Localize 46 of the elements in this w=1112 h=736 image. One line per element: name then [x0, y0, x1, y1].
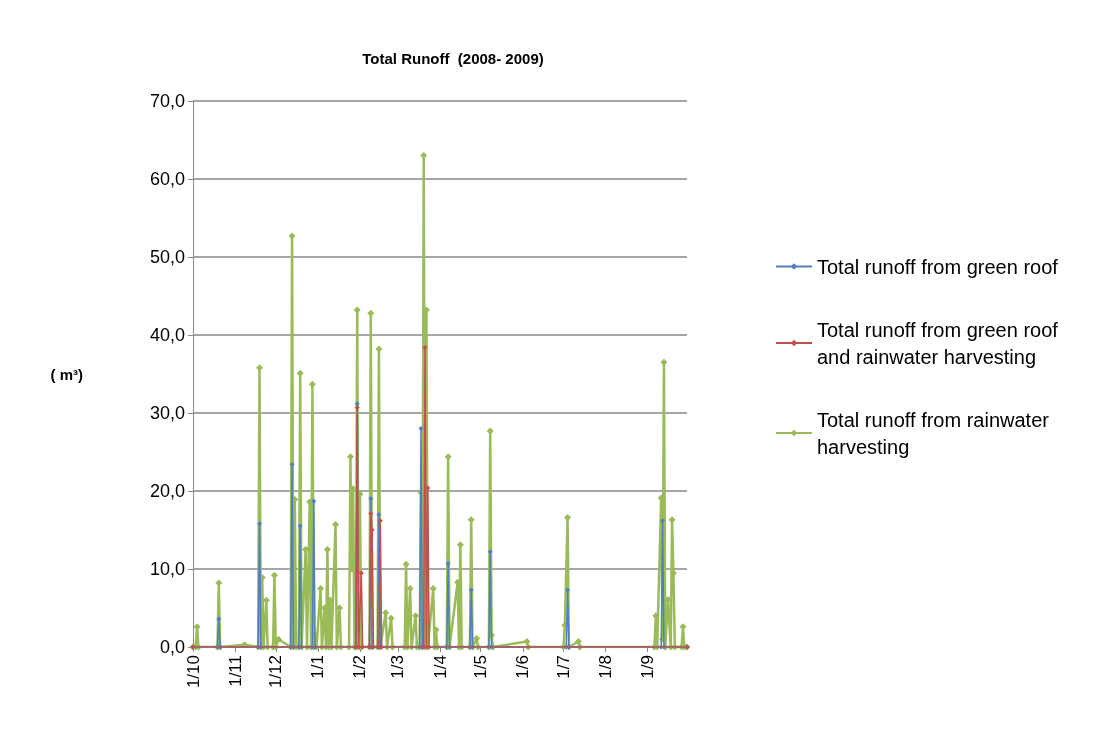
point [216, 616, 222, 622]
point [425, 485, 431, 491]
x-tick-label: 1/12 [266, 655, 286, 689]
point [418, 426, 424, 432]
x-tick-label: 1/1 [308, 655, 328, 679]
y-tick-label: 60,0 [149, 169, 185, 189]
x-tick-label: 1/3 [388, 655, 408, 679]
point [422, 344, 428, 350]
point [297, 523, 303, 529]
legend-label: Total runoff from rainwater harvesting [817, 408, 1055, 458]
y-tick-label: 0,0 [159, 637, 185, 657]
y-axis-title: ( m³) [50, 365, 83, 383]
point [368, 496, 374, 502]
y-tick-label: 50,0 [149, 247, 185, 267]
point [377, 518, 383, 524]
point [354, 401, 360, 407]
y-tick-label: 30,0 [149, 403, 185, 423]
x-tick-label: 1/7 [554, 655, 573, 679]
x-tick-label: 1/4 [430, 655, 450, 679]
point [289, 461, 295, 467]
point [565, 587, 571, 593]
x-tick-label: 1/10 [183, 655, 203, 689]
x-tick-label: 1/9 [638, 655, 658, 679]
point [369, 527, 375, 533]
point [376, 511, 382, 517]
point [358, 570, 364, 576]
y-tick-label: 70,0 [149, 91, 185, 111]
y-tick-label: 20,0 [149, 481, 185, 501]
x-tick-label: 1/2 [350, 655, 370, 679]
point [468, 587, 474, 593]
point [311, 498, 317, 504]
x-tick-label: 1/11 [225, 655, 245, 687]
point [660, 518, 666, 524]
point [487, 549, 493, 555]
x-tick-label: 1/5 [471, 655, 491, 679]
point [368, 511, 374, 517]
point [445, 561, 451, 567]
chart-title: Total Runoff (2008- 2009) [362, 50, 544, 67]
point [257, 521, 262, 527]
y-tick-label: 10,0 [149, 559, 185, 579]
y-tick-label: 40,0 [149, 325, 185, 345]
point [354, 405, 360, 411]
legend-label: Total runoff from green roof [817, 255, 1059, 278]
legend-label: Total runoff from green roof and rainwater harvesting [817, 318, 1064, 368]
x-tick-label: 1/6 [513, 655, 533, 679]
x-tick-label: 1/8 [596, 655, 616, 679]
